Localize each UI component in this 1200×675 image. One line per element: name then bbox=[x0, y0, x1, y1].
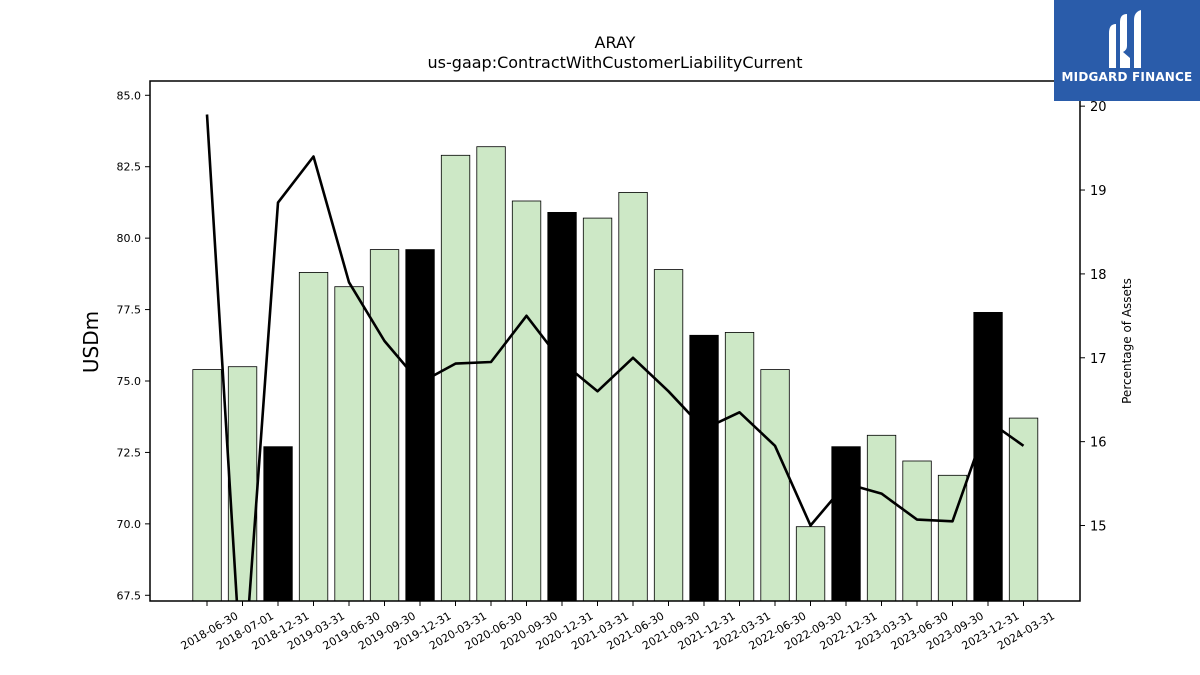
plot-frame bbox=[149, 80, 1081, 602]
y-tick-label: 80.0 bbox=[117, 232, 142, 245]
bar-2021-06-30 bbox=[618, 191, 648, 602]
bar-2022-03-31 bbox=[724, 331, 755, 602]
bar-2019-06-30 bbox=[334, 286, 364, 602]
bar-2023-03-31 bbox=[866, 434, 897, 602]
series-line bbox=[205, 114, 1025, 601]
bar-2019-09-30 bbox=[369, 249, 400, 602]
y-tick-label: 67.5 bbox=[117, 589, 142, 602]
y-tick-label: 77.5 bbox=[117, 304, 142, 317]
y-tick-label: 85.0 bbox=[117, 89, 142, 102]
y2-axis-label: Percentage of Assets bbox=[1120, 278, 1134, 404]
y2-tick-label: 17 bbox=[1090, 352, 1107, 367]
bar-2019-03-31 bbox=[298, 271, 329, 602]
bar-2022-06-30 bbox=[760, 369, 790, 602]
bar-2021-03-31 bbox=[582, 217, 613, 602]
y-tick-label: 82.5 bbox=[117, 161, 142, 174]
bar-2019-12-31 bbox=[405, 249, 435, 602]
bar-2022-09-30 bbox=[795, 526, 826, 602]
y-axis-label: USDm bbox=[79, 311, 103, 373]
bar-2024-03-31 bbox=[1008, 417, 1039, 602]
y-tick-label: 75.0 bbox=[117, 375, 142, 388]
bar-2021-09-30 bbox=[653, 269, 684, 602]
midgard-logo-icon bbox=[1109, 10, 1141, 68]
bar-2021-12-31 bbox=[689, 334, 719, 602]
bar-2020-09-30 bbox=[511, 200, 542, 602]
y2-tick-label: 18 bbox=[1090, 268, 1107, 283]
bar-2023-12-31 bbox=[973, 311, 1003, 602]
brand-name: MIDGARD FINANCE bbox=[1061, 70, 1193, 84]
y2-tick-label: 19 bbox=[1090, 184, 1107, 199]
bar-2020-03-31 bbox=[440, 154, 471, 602]
bar-2020-06-30 bbox=[476, 146, 506, 602]
bar-2018-12-31 bbox=[263, 446, 293, 602]
y-tick-label: 70.0 bbox=[117, 518, 142, 531]
y-tick-label: 72.5 bbox=[117, 446, 142, 459]
bar-2020-12-31 bbox=[547, 211, 577, 602]
y2-tick-label: 15 bbox=[1090, 520, 1107, 535]
y2-tick-label: 20 bbox=[1090, 100, 1107, 115]
chart-subtitle: us-gaap:ContractWithCustomerLiabilityCur… bbox=[428, 53, 803, 72]
chart-title: ARAY bbox=[595, 33, 636, 52]
bar-2018-06-30 bbox=[192, 369, 222, 602]
bar-2022-12-31 bbox=[831, 446, 861, 602]
bar-2023-06-30 bbox=[902, 460, 932, 602]
y2-tick-label: 16 bbox=[1090, 436, 1107, 451]
brand-logo: MIDGARD FINANCE bbox=[1054, 0, 1200, 101]
